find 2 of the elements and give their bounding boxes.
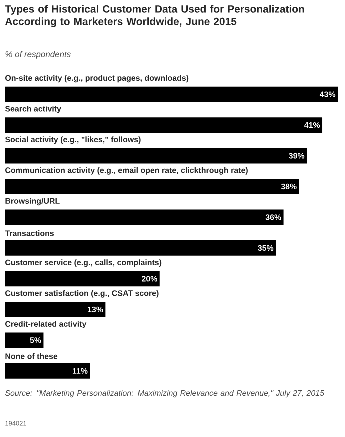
chart-title: Types of Historical Customer Data Used for Personalization According to Marketers Worldwide, June 2015 (5, 5, 304, 28)
chart-subtitle: % of respondents (6, 51, 71, 60)
